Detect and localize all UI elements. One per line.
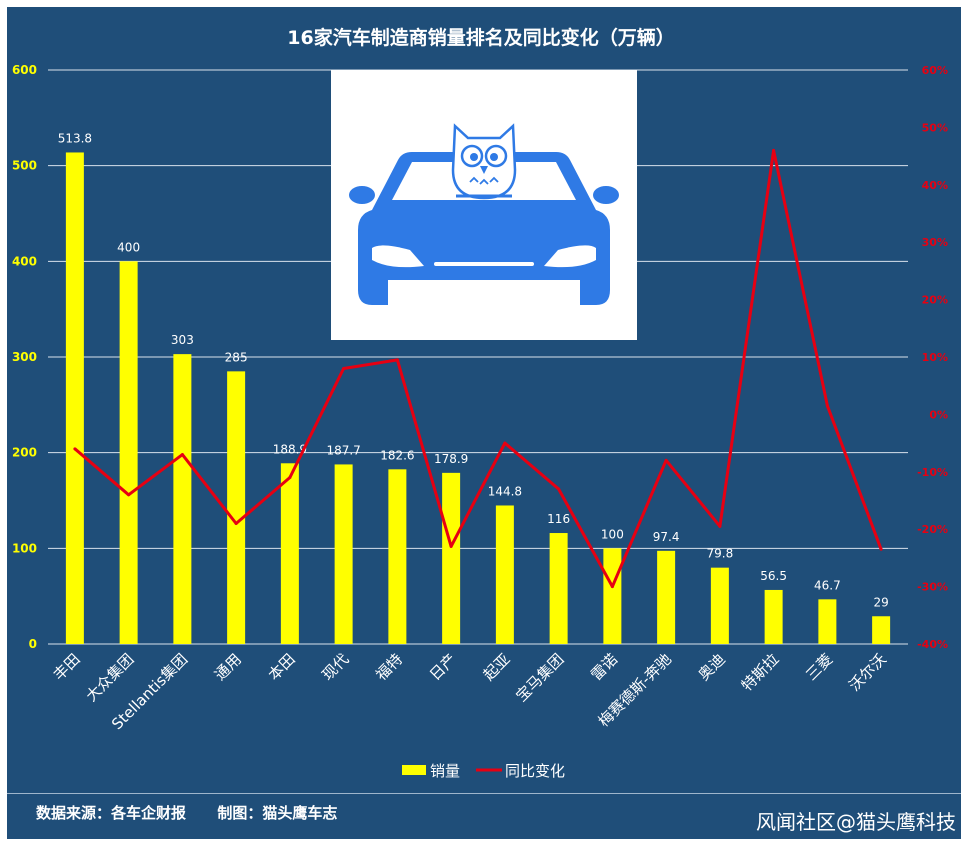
left-tick-label: 400 xyxy=(12,254,37,268)
legend-bar-label: 销量 xyxy=(430,762,460,780)
bar xyxy=(818,599,837,644)
bar-value-label: 29 xyxy=(873,595,888,609)
bar-value-label: 182.6 xyxy=(380,448,414,462)
x-category-label: 特斯拉 xyxy=(738,650,783,695)
bar-value-label: 188.9 xyxy=(273,442,307,456)
bar-value-label: 144.8 xyxy=(488,484,522,498)
right-tick-label: 0% xyxy=(929,408,948,421)
bar xyxy=(119,261,138,644)
footer-divider xyxy=(7,793,961,794)
left-tick-label: 500 xyxy=(12,159,37,173)
right-tick-label: -10% xyxy=(917,466,948,479)
line-point xyxy=(610,585,614,589)
x-category-label: 大众集团 xyxy=(82,650,137,705)
right-tick-label: 30% xyxy=(922,236,948,249)
bar-value-label: 100 xyxy=(601,527,624,541)
bar-value-label: 513.8 xyxy=(58,131,92,145)
bar xyxy=(657,550,676,644)
bar xyxy=(334,464,353,644)
bar xyxy=(442,472,461,644)
chart-legend: 销量 同比变化 xyxy=(402,762,565,780)
x-category-label: 沃尔沃 xyxy=(845,650,890,695)
right-tick-label: -40% xyxy=(917,638,948,651)
bar xyxy=(710,567,729,644)
left-tick-label: 0 xyxy=(29,637,37,651)
bar xyxy=(65,152,84,644)
line-point xyxy=(342,366,346,370)
right-tick-label: -20% xyxy=(917,523,948,536)
bar xyxy=(227,371,246,644)
bar-value-label: 285 xyxy=(225,350,248,364)
bar-series: 513.8 400 303 285 188.9 187.7 182.6 178.9 144.8 1… xyxy=(58,131,891,644)
right-axis: -40% -30% -20% -10% 0% 10% 20% 30% 40% 50% 60% xyxy=(917,64,948,651)
data-source-note: 数据来源：各车企财报 制图：猫头鹰车志 xyxy=(36,804,338,822)
left-tick-label: 600 xyxy=(12,63,37,77)
bar-value-label: 303 xyxy=(171,333,194,347)
line-series xyxy=(73,148,883,589)
line-point xyxy=(395,358,399,362)
right-tick-label: 60% xyxy=(922,64,948,77)
chart-title: 16家汽车制造商销量排名及同比变化（万辆） xyxy=(287,26,674,49)
line-point xyxy=(503,441,507,445)
bar-value-label: 46.7 xyxy=(814,578,841,592)
x-category-label: 丰田 xyxy=(50,650,84,684)
bar xyxy=(280,463,299,644)
bar-value-label: 400 xyxy=(117,240,140,254)
x-category-label: 日产 xyxy=(426,650,460,684)
bar xyxy=(872,616,891,644)
line-point xyxy=(288,476,292,480)
line-point xyxy=(127,493,131,497)
line-point xyxy=(449,544,453,548)
watermark-text: 风闻社区@猫头鹰科技 xyxy=(756,810,956,834)
bar xyxy=(549,533,568,644)
bar-value-label: 187.7 xyxy=(326,443,360,457)
line-point xyxy=(234,521,238,525)
bar-value-label: 116 xyxy=(547,512,570,526)
x-category-label: 雷诺 xyxy=(587,650,621,684)
bar xyxy=(173,354,192,644)
owl-car-logo xyxy=(331,70,637,340)
bar xyxy=(603,548,622,644)
x-category-label: 现代 xyxy=(319,650,353,684)
left-axis: 0 100 200 300 400 500 600 xyxy=(12,63,37,651)
x-category-label: 三菱 xyxy=(802,650,836,684)
right-tick-label: 20% xyxy=(922,294,948,307)
right-tick-label: 40% xyxy=(922,179,948,192)
bar xyxy=(764,589,783,644)
legend-bar-swatch xyxy=(402,765,426,775)
x-category-label: 本田 xyxy=(265,650,299,684)
line-point xyxy=(718,524,722,528)
x-category-label: 宝马集团 xyxy=(512,650,567,705)
line-point xyxy=(73,447,77,451)
line-point xyxy=(825,404,829,408)
x-category-label: 奥迪 xyxy=(695,650,729,684)
bar-value-label: 97.4 xyxy=(653,530,680,544)
line-point xyxy=(772,148,776,152)
x-category-label: 福特 xyxy=(372,650,406,684)
left-tick-label: 200 xyxy=(12,446,37,460)
right-tick-label: 10% xyxy=(922,351,948,364)
x-category-label: 起亚 xyxy=(480,650,514,684)
yoy-change-line xyxy=(73,148,883,589)
bar-value-label: 79.8 xyxy=(707,547,734,561)
bar-value-label: 56.5 xyxy=(760,569,787,583)
line-point xyxy=(664,458,668,462)
right-tick-label: -30% xyxy=(917,581,948,594)
left-tick-label: 300 xyxy=(12,350,37,364)
line-point xyxy=(557,487,561,491)
line-point xyxy=(180,453,184,457)
bar-value-label: 178.9 xyxy=(434,452,468,466)
bar xyxy=(495,505,514,644)
legend-line-label: 同比变化 xyxy=(505,762,565,780)
left-tick-label: 100 xyxy=(12,541,37,555)
line-point xyxy=(879,547,883,551)
right-tick-label: 50% xyxy=(922,121,948,134)
x-category-label: 通用 xyxy=(211,650,245,684)
bar xyxy=(388,469,407,644)
